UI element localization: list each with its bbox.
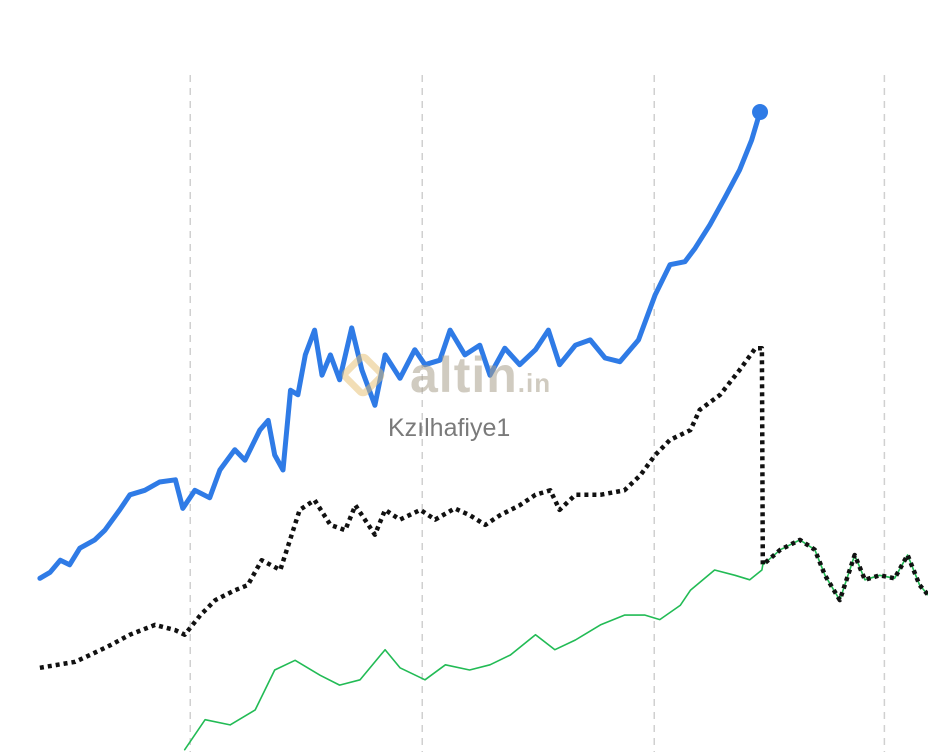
author-label: Kzılhafiye1 (388, 414, 511, 442)
series-lines (37, 104, 928, 751)
gridlines (189, 75, 886, 752)
series-end-marker (752, 104, 769, 121)
series-line-2 (183, 539, 928, 751)
series-line-3 (39, 345, 928, 671)
series-line-1 (37, 109, 763, 581)
